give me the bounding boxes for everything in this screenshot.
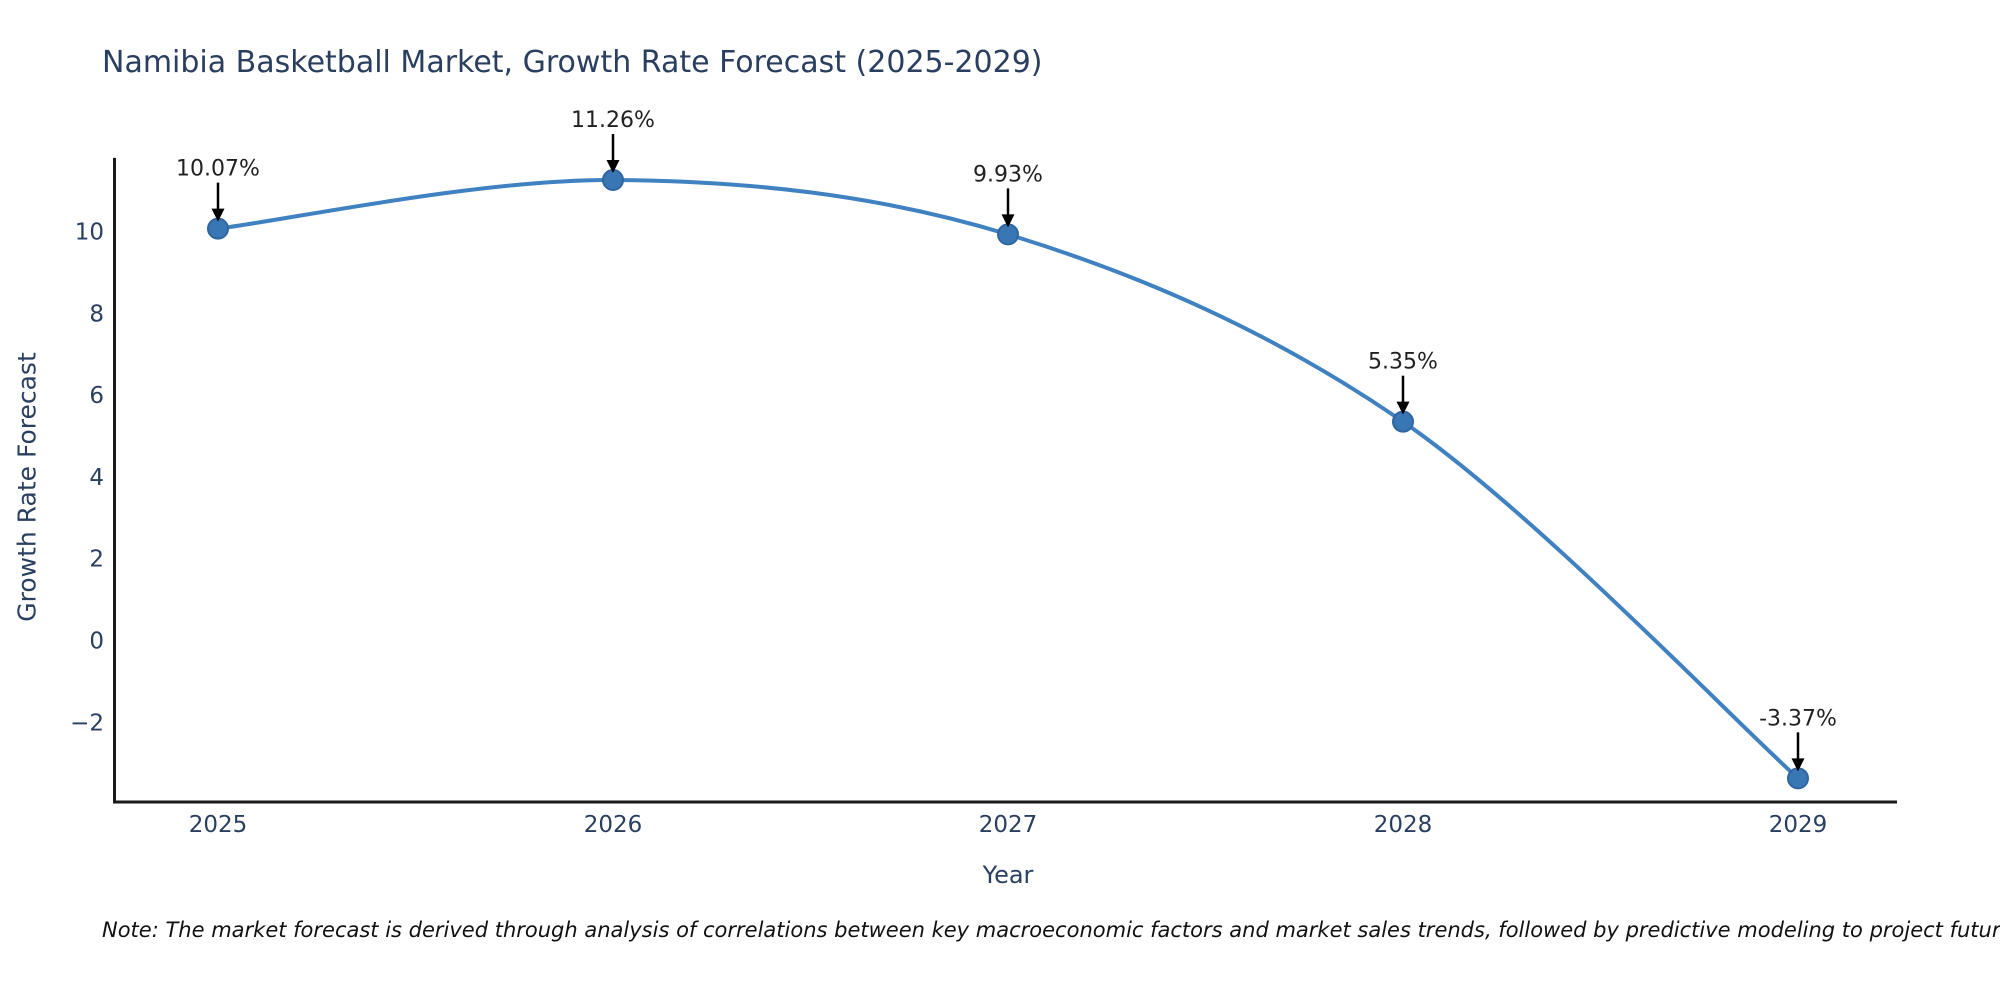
annotation-label: 9.93%	[973, 162, 1043, 187]
y-tick-label: 6	[89, 383, 104, 409]
footnote: Note: The market forecast is derived thr…	[102, 918, 2000, 942]
annotation-label: 10.07%	[176, 157, 260, 182]
y-tick-label: 0	[89, 629, 104, 655]
x-tick-label: 2025	[189, 812, 248, 838]
x-tick-label: 2027	[979, 812, 1038, 838]
annotation-arrowhead	[1791, 758, 1805, 772]
forecast-line	[217, 177, 1800, 780]
annotation-arrowhead	[1396, 401, 1410, 415]
x-axis-title: Year	[982, 861, 1034, 889]
annotation-arrowhead	[606, 159, 620, 173]
y-tick-label: 10	[75, 220, 104, 246]
annotation-label: 5.35%	[1368, 350, 1438, 375]
y-tick-label: 8	[89, 301, 104, 327]
y-tick-label: −2	[70, 710, 104, 736]
y-tick-label: 4	[89, 465, 104, 491]
annotation-label: -3.37%	[1759, 706, 1837, 731]
x-tick-label: 2028	[1374, 812, 1433, 838]
x-tick-label: 2026	[584, 812, 643, 838]
chart-title: Namibia Basketball Market, Growth Rate F…	[102, 45, 1043, 80]
annotation-arrowhead	[211, 208, 225, 222]
annotation-label: 11.26%	[571, 108, 655, 133]
y-tick-label: 2	[89, 547, 104, 573]
annotation-arrowhead	[1001, 214, 1015, 228]
x-tick-label: 2029	[1769, 812, 1828, 838]
